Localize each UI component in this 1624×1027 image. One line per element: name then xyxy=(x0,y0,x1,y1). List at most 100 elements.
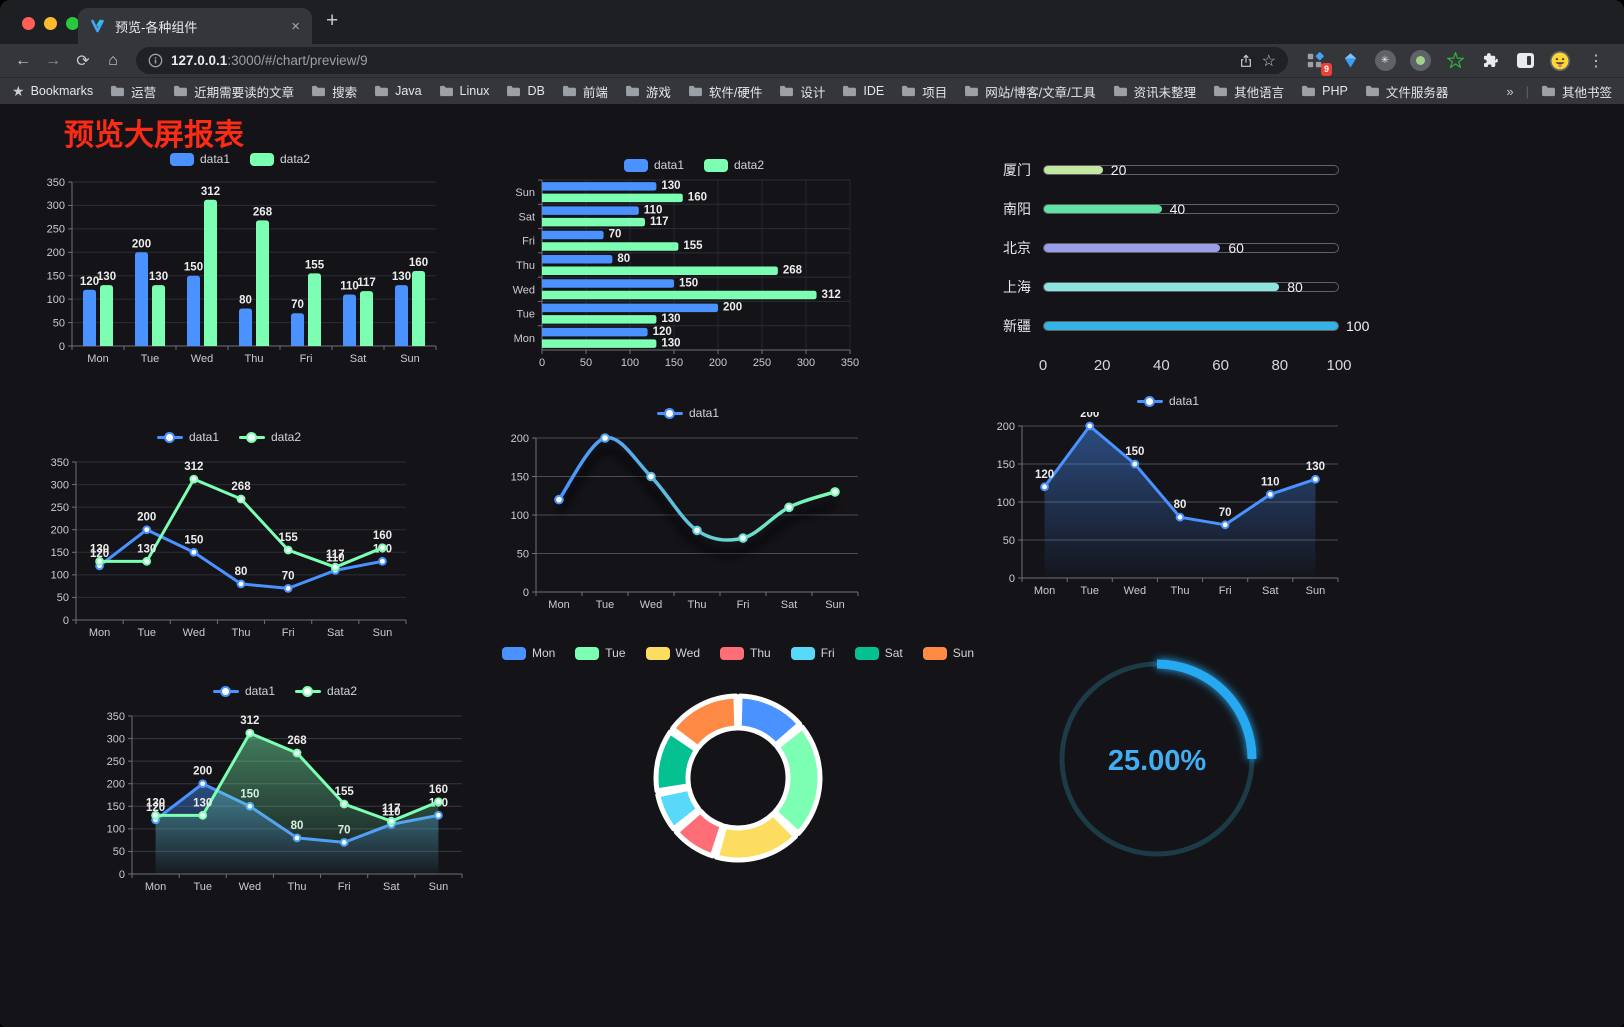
legend-item[interactable]: data2 xyxy=(239,430,301,444)
browser-tab[interactable]: 预览-各种组件 × xyxy=(78,8,312,44)
bookmark-folder[interactable]: 搜索 xyxy=(311,82,357,101)
svg-text:160: 160 xyxy=(688,192,707,204)
bookmark-folder[interactable]: 设计 xyxy=(779,82,825,101)
data-point xyxy=(151,810,160,820)
bookmark-folder[interactable]: PHP xyxy=(1301,84,1348,98)
bookmark-item-bookmarks[interactable]: ★ Bookmarks xyxy=(12,82,94,99)
svg-text:150: 150 xyxy=(51,547,69,559)
ext-record-icon[interactable] xyxy=(1409,50,1431,72)
bookmark-folder[interactable]: 游戏 xyxy=(625,82,671,101)
bookmark-folder[interactable]: 近期需要读的文章 xyxy=(173,82,294,101)
back-icon[interactable]: ← xyxy=(15,51,31,69)
bar xyxy=(542,193,683,203)
svg-text:110: 110 xyxy=(382,806,401,818)
chart-bar-grouped[interactable]: data1 data2 0 50 100 150 200 250 300 350 Mon Tue Wed… xyxy=(36,148,444,373)
bookmark-folder[interactable]: 前端 xyxy=(562,82,608,101)
chart-line-gradient[interactable]: data1 0 50 100 150 200 Mon Tue Wed Thu Fri Sat Sun xyxy=(504,402,872,619)
data-point xyxy=(1040,482,1049,492)
svg-text:150: 150 xyxy=(184,534,203,546)
legend-item[interactable]: Thu xyxy=(720,646,771,660)
bar xyxy=(542,217,645,227)
svg-text:117: 117 xyxy=(326,549,345,561)
svg-text:155: 155 xyxy=(335,786,355,798)
other-bookmarks-folder[interactable]: 其他书签 xyxy=(1541,82,1612,101)
reload-icon[interactable]: ⟳ xyxy=(76,52,90,70)
bookmark-folder[interactable]: 资讯未整理 xyxy=(1113,82,1196,101)
ext-grid-icon[interactable]: 9 xyxy=(1304,50,1332,76)
bookmark-folder[interactable]: 网站/博客/文章/工具 xyxy=(964,82,1096,101)
chart-line-area-two[interactable]: data1 data2 0 50 100 150 200 250 300 350 Mon Tue Wed… xyxy=(96,680,474,901)
ext-split-icon[interactable] xyxy=(1514,50,1536,72)
svg-text:130: 130 xyxy=(661,313,680,325)
chart-canvas: 0 50 100 150 200 250 300 350 Mon Tue Wed Thu Fri Sat S… xyxy=(107,711,463,893)
chart-donut-pie[interactable]: Mon Tue Wed Thu Fri Sat Sun xyxy=(501,642,974,897)
data-point xyxy=(1085,421,1095,431)
bookmark-folder[interactable]: 文件服务器 xyxy=(1365,82,1448,101)
forward-icon[interactable]: → xyxy=(45,51,61,69)
chart-gauge-ring[interactable]: 25.00% xyxy=(1046,648,1268,875)
data-point xyxy=(1175,512,1185,522)
new-tab-button[interactable]: + xyxy=(326,9,339,32)
data-point xyxy=(646,471,656,482)
svg-text:Mon: Mon xyxy=(145,881,166,893)
bar xyxy=(542,290,817,300)
menu-kebab-icon[interactable]: ⋮ xyxy=(1588,52,1604,70)
legend-item[interactable]: data2 xyxy=(704,158,764,172)
svg-text:50: 50 xyxy=(53,317,65,329)
svg-text:110: 110 xyxy=(340,280,359,292)
bookmark-folder[interactable]: Java xyxy=(374,84,422,98)
zoom-window-button[interactable] xyxy=(66,17,79,30)
avatar-icon[interactable] xyxy=(1549,50,1571,72)
chart-legend: data1 data2 xyxy=(36,148,444,170)
bookmark-folder[interactable]: 项目 xyxy=(901,82,947,101)
home-icon[interactable]: ⌂ xyxy=(108,51,118,69)
legend-item[interactable]: data1 xyxy=(156,430,219,444)
bookmark-folder[interactable]: IDE xyxy=(842,84,884,98)
share-icon[interactable] xyxy=(1238,53,1254,69)
ext-puzzle-icon[interactable] xyxy=(1479,50,1501,72)
bookmark-folder[interactable]: 软件/硬件 xyxy=(688,82,762,101)
chart-bar-horizontal[interactable]: data1 data2 0 50 100 150 200 250 300 350 Sun 130 160… xyxy=(504,154,884,377)
legend-item[interactable]: data2 xyxy=(250,152,310,166)
legend-item[interactable]: data1 xyxy=(656,406,719,420)
chart-area-single[interactable]: data1 0 50 100 150 200 Mon Tue Wed Thu Fri Sat Sun 12… xyxy=(986,390,1350,605)
legend-item[interactable]: data2 xyxy=(295,684,357,698)
legend-item[interactable]: Mon xyxy=(501,646,555,660)
bookmark-folder[interactable]: DB xyxy=(506,84,545,98)
bookmark-folder[interactable]: 运营 xyxy=(110,82,156,101)
legend-item[interactable]: data1 xyxy=(212,684,275,698)
chart-line-two-series[interactable]: data1 data2 0 50 100 150 200 250 300 350 Mon Tue Wed… xyxy=(40,426,418,647)
address-bar[interactable]: 127.0.0.1:3000/#/chart/preview/9 ☆ xyxy=(136,47,1288,74)
data-point xyxy=(378,556,387,566)
info-icon[interactable] xyxy=(148,53,163,68)
bookmark-folder[interactable]: 其他语言 xyxy=(1213,82,1284,101)
svg-text:Wed: Wed xyxy=(513,284,535,296)
legend-item[interactable]: Fri xyxy=(790,646,835,660)
bar xyxy=(542,315,657,324)
legend-item[interactable]: Wed xyxy=(645,646,700,660)
ext-asterisk-icon[interactable]: ✳ xyxy=(1374,50,1396,72)
svg-text:350: 350 xyxy=(47,177,65,189)
ext-star-icon[interactable] xyxy=(1444,50,1466,72)
star-icon[interactable]: ☆ xyxy=(1261,52,1276,70)
svg-text:250: 250 xyxy=(107,756,125,768)
tab-close-icon[interactable]: × xyxy=(291,17,300,35)
svg-text:350: 350 xyxy=(107,711,125,723)
close-window-button[interactable] xyxy=(22,17,35,30)
svg-text:120: 120 xyxy=(653,326,672,338)
chart-progress-bars[interactable]: 厦门 20 南阳 40 北京 60 上海 80 新疆 100 0 20 40 60 80 100 xyxy=(993,160,1369,375)
url-text[interactable]: 127.0.0.1:3000/#/chart/preview/9 xyxy=(171,53,1230,68)
legend-item[interactable]: data1 xyxy=(623,158,684,172)
legend-item[interactable]: Sat xyxy=(854,646,903,660)
minimize-window-button[interactable] xyxy=(44,17,57,30)
legend-item[interactable]: data1 xyxy=(169,152,230,166)
extensions-area: 9 ✳ ⋮ xyxy=(1298,50,1614,76)
bookmarks-overflow-chevron[interactable]: » xyxy=(1506,83,1514,99)
bookmark-folder[interactable]: Linux xyxy=(439,84,489,98)
chart-legend: data1 data2 xyxy=(40,426,418,448)
legend-item[interactable]: Sun xyxy=(922,646,974,660)
ext-kite-icon[interactable] xyxy=(1339,50,1361,72)
legend-item[interactable]: data1 xyxy=(1136,394,1199,408)
legend-item[interactable]: Tue xyxy=(575,646,626,660)
